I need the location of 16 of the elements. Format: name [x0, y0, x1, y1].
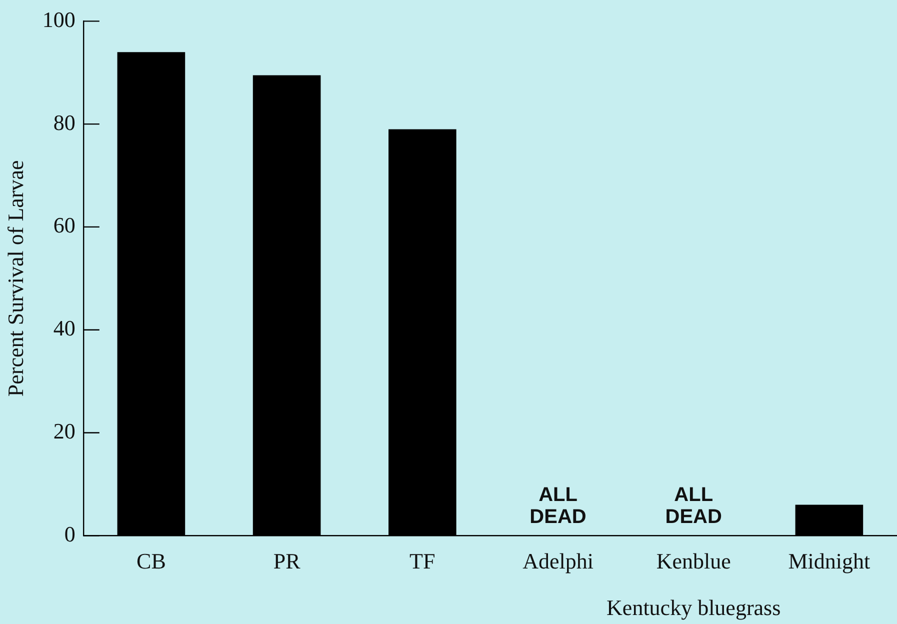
y-tick-label: 60 [53, 212, 76, 238]
y-tick-label: 0 [64, 521, 76, 546]
y-tick-label: 20 [53, 418, 76, 444]
y-axis-title: Percent Survival of Larvae [2, 160, 28, 397]
x-tick-label: TF [410, 548, 436, 574]
annotation: ALL DEAD [530, 484, 586, 528]
x-axis-title: Kentucky bluegrass [606, 594, 781, 620]
x-tick-label: CB [136, 548, 166, 574]
x-tick-label: Midnight [788, 548, 870, 574]
x-tick-label: PR [273, 548, 301, 574]
y-tick-label: 80 [53, 110, 76, 135]
x-tick-label: Kenblue [656, 548, 731, 574]
annotation: ALL DEAD [665, 484, 722, 528]
y-tick-label: 40 [53, 316, 76, 341]
y-tick-label: 100 [42, 6, 76, 32]
x-tick-label: Adelphi [522, 548, 594, 574]
